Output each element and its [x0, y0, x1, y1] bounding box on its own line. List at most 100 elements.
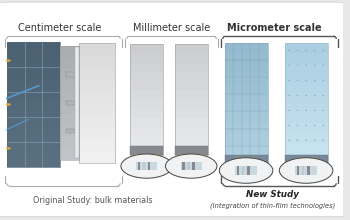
- FancyBboxPatch shape: [79, 151, 115, 163]
- FancyBboxPatch shape: [175, 118, 208, 127]
- Circle shape: [305, 80, 307, 81]
- FancyBboxPatch shape: [66, 129, 75, 133]
- FancyBboxPatch shape: [7, 50, 60, 59]
- Text: New Study: New Study: [246, 190, 299, 199]
- Text: Centimeter scale: Centimeter scale: [18, 22, 102, 33]
- Circle shape: [288, 155, 290, 156]
- Circle shape: [322, 140, 324, 141]
- FancyBboxPatch shape: [79, 79, 115, 91]
- FancyBboxPatch shape: [7, 84, 60, 92]
- Circle shape: [7, 59, 10, 62]
- Circle shape: [288, 125, 290, 126]
- Ellipse shape: [219, 158, 273, 183]
- FancyBboxPatch shape: [130, 127, 163, 137]
- FancyBboxPatch shape: [242, 166, 244, 175]
- Circle shape: [314, 155, 316, 156]
- FancyBboxPatch shape: [130, 137, 163, 146]
- FancyBboxPatch shape: [7, 109, 60, 117]
- Text: Micrometer scale: Micrometer scale: [227, 22, 322, 33]
- FancyBboxPatch shape: [285, 143, 328, 153]
- Circle shape: [296, 65, 299, 66]
- FancyBboxPatch shape: [130, 90, 163, 99]
- FancyBboxPatch shape: [175, 127, 208, 137]
- Ellipse shape: [279, 158, 333, 183]
- FancyBboxPatch shape: [285, 153, 328, 163]
- FancyBboxPatch shape: [237, 166, 239, 175]
- FancyBboxPatch shape: [60, 80, 79, 92]
- Circle shape: [322, 65, 324, 66]
- FancyBboxPatch shape: [7, 125, 60, 134]
- FancyBboxPatch shape: [175, 72, 208, 81]
- FancyBboxPatch shape: [225, 133, 267, 143]
- FancyBboxPatch shape: [175, 137, 208, 146]
- FancyBboxPatch shape: [130, 109, 163, 118]
- Ellipse shape: [121, 154, 172, 178]
- Circle shape: [314, 110, 316, 111]
- FancyBboxPatch shape: [175, 81, 208, 90]
- Circle shape: [322, 80, 324, 81]
- FancyBboxPatch shape: [295, 166, 317, 175]
- FancyBboxPatch shape: [285, 63, 328, 73]
- Circle shape: [305, 140, 307, 141]
- FancyBboxPatch shape: [302, 166, 304, 175]
- FancyBboxPatch shape: [0, 2, 345, 217]
- FancyBboxPatch shape: [7, 134, 60, 142]
- Circle shape: [296, 95, 299, 96]
- FancyBboxPatch shape: [60, 148, 79, 160]
- FancyBboxPatch shape: [138, 162, 140, 170]
- FancyBboxPatch shape: [285, 43, 328, 53]
- FancyBboxPatch shape: [285, 113, 328, 123]
- FancyBboxPatch shape: [175, 90, 208, 99]
- FancyBboxPatch shape: [148, 162, 150, 170]
- FancyBboxPatch shape: [60, 69, 79, 80]
- Circle shape: [322, 125, 324, 126]
- Circle shape: [322, 110, 324, 111]
- FancyBboxPatch shape: [285, 53, 328, 63]
- Polygon shape: [132, 154, 161, 155]
- Text: Millimeter scale: Millimeter scale: [133, 22, 210, 33]
- FancyBboxPatch shape: [236, 166, 257, 175]
- FancyBboxPatch shape: [79, 67, 115, 79]
- FancyBboxPatch shape: [130, 81, 163, 90]
- FancyBboxPatch shape: [7, 92, 60, 100]
- FancyBboxPatch shape: [175, 146, 208, 155]
- FancyBboxPatch shape: [181, 162, 202, 170]
- FancyBboxPatch shape: [187, 162, 190, 170]
- FancyBboxPatch shape: [193, 162, 195, 170]
- FancyBboxPatch shape: [7, 117, 60, 125]
- FancyBboxPatch shape: [130, 146, 163, 155]
- FancyBboxPatch shape: [7, 142, 60, 150]
- FancyBboxPatch shape: [130, 62, 163, 72]
- Circle shape: [296, 140, 299, 141]
- Circle shape: [7, 103, 10, 106]
- Circle shape: [296, 80, 299, 81]
- Ellipse shape: [166, 154, 217, 178]
- Circle shape: [322, 95, 324, 96]
- FancyBboxPatch shape: [79, 115, 115, 127]
- FancyBboxPatch shape: [225, 53, 267, 63]
- FancyBboxPatch shape: [60, 92, 79, 103]
- FancyBboxPatch shape: [225, 143, 267, 153]
- FancyBboxPatch shape: [79, 103, 115, 115]
- FancyBboxPatch shape: [7, 100, 60, 109]
- Circle shape: [296, 110, 299, 111]
- FancyBboxPatch shape: [285, 123, 328, 133]
- FancyBboxPatch shape: [225, 153, 267, 163]
- FancyBboxPatch shape: [130, 99, 163, 109]
- FancyBboxPatch shape: [60, 58, 79, 69]
- FancyBboxPatch shape: [60, 46, 79, 58]
- Circle shape: [288, 80, 290, 81]
- FancyBboxPatch shape: [297, 166, 299, 175]
- FancyBboxPatch shape: [136, 162, 157, 170]
- FancyBboxPatch shape: [225, 123, 267, 133]
- Circle shape: [314, 65, 316, 66]
- Circle shape: [314, 125, 316, 126]
- Circle shape: [288, 50, 290, 51]
- Circle shape: [288, 95, 290, 96]
- FancyBboxPatch shape: [285, 155, 328, 163]
- Text: Original Study: bulk materials: Original Study: bulk materials: [33, 196, 152, 205]
- FancyBboxPatch shape: [66, 72, 75, 77]
- FancyBboxPatch shape: [175, 109, 208, 118]
- FancyBboxPatch shape: [130, 72, 163, 81]
- FancyBboxPatch shape: [60, 114, 79, 125]
